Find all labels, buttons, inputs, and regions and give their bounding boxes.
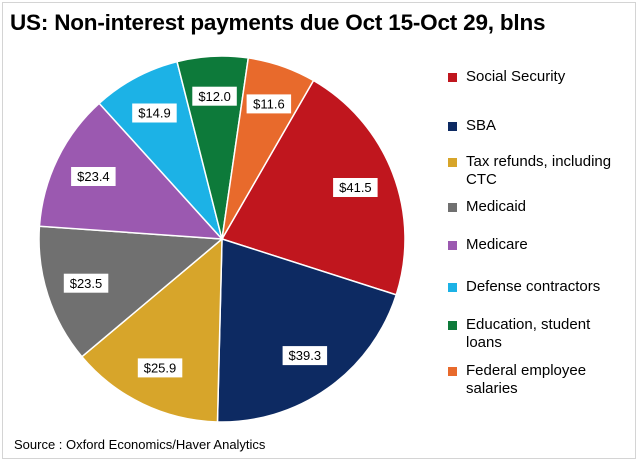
legend-label: Medicare — [466, 236, 638, 254]
slice-label-box — [63, 273, 109, 293]
legend-label-line: Federal employee — [466, 362, 587, 379]
legend-label-line: Medicare — [466, 236, 528, 253]
source-note: Source : Oxford Economics/Haver Analytic… — [14, 437, 266, 452]
legend-swatch — [448, 122, 457, 131]
slice-label-sba: $39.3 — [282, 346, 328, 366]
legend-swatch — [448, 241, 457, 250]
slice-label-box — [333, 178, 378, 197]
slice-label-box — [132, 103, 177, 123]
legend-label: SBA — [466, 117, 638, 135]
legend-label: Defense contractors — [466, 278, 638, 296]
legend-label-line: Defense contractors — [466, 278, 601, 295]
slice-label-box — [71, 167, 116, 186]
slice-label-education-student-loans: $12.0 — [192, 86, 237, 106]
legend-label-line: Tax refunds, including — [466, 153, 612, 170]
slice-value-label: $39.3 — [289, 348, 322, 363]
pie-slice-sba — [216, 237, 398, 423]
slice-value-label: $41.5 — [339, 180, 372, 195]
legend-label: Medicaid — [466, 198, 638, 216]
slice-label-box — [282, 346, 328, 366]
slice-value-label: $11.6 — [253, 97, 285, 112]
legend-label: Tax refunds, including CTC — [466, 153, 638, 189]
slice-label-tax-refunds-including-ctc: $25.9 — [137, 358, 183, 378]
slice-value-label: $12.0 — [198, 89, 231, 104]
slice-label-box — [137, 358, 183, 378]
chart-frame — [2, 2, 636, 459]
legend-swatch — [448, 203, 457, 212]
slice-value-label: $23.5 — [70, 276, 103, 291]
pie-slice-tax-refunds-including-ctc — [80, 237, 223, 423]
legend-label: Federal employee salaries — [466, 362, 638, 398]
slice-label-medicaid: $23.5 — [63, 273, 109, 293]
slice-value-label: $23.4 — [77, 169, 110, 184]
legend-label: Education, student loans — [466, 316, 638, 352]
legend-label-line: Social Security — [466, 68, 566, 85]
slice-value-label: $14.9 — [138, 106, 171, 121]
chart-title: US: Non-interest payments due Oct 15-Oct… — [10, 10, 546, 35]
legend-label-line: SBA — [466, 117, 497, 134]
legend-label-line: Education, student — [466, 316, 591, 333]
legend-label: Social Security — [466, 68, 638, 86]
pie-slice-medicaid — [38, 225, 224, 358]
slice-label-medicare: $23.4 — [71, 167, 116, 186]
legend-swatch — [448, 367, 457, 376]
legend-label-line: loans — [466, 334, 502, 351]
legend-label-line: salaries — [466, 380, 518, 397]
pie-slice-social-security — [220, 79, 406, 296]
slice-label-box — [192, 86, 237, 106]
legend-swatch — [448, 283, 457, 292]
pie-slice-medicare — [38, 102, 224, 240]
slice-label-social-security: $41.5 — [333, 178, 378, 197]
slice-label-federal-employee-salaries: $11.6 — [246, 94, 292, 114]
legend-label-line: Medicaid — [466, 198, 527, 215]
slice-value-label: $25.9 — [144, 361, 177, 376]
legend-label-line: CTC — [466, 171, 497, 188]
legend-swatch — [448, 73, 457, 82]
legend-swatch — [448, 321, 457, 330]
slice-label-defense-contractors: $14.9 — [132, 103, 177, 123]
legend-swatch — [448, 158, 457, 167]
slice-label-box — [246, 94, 292, 114]
